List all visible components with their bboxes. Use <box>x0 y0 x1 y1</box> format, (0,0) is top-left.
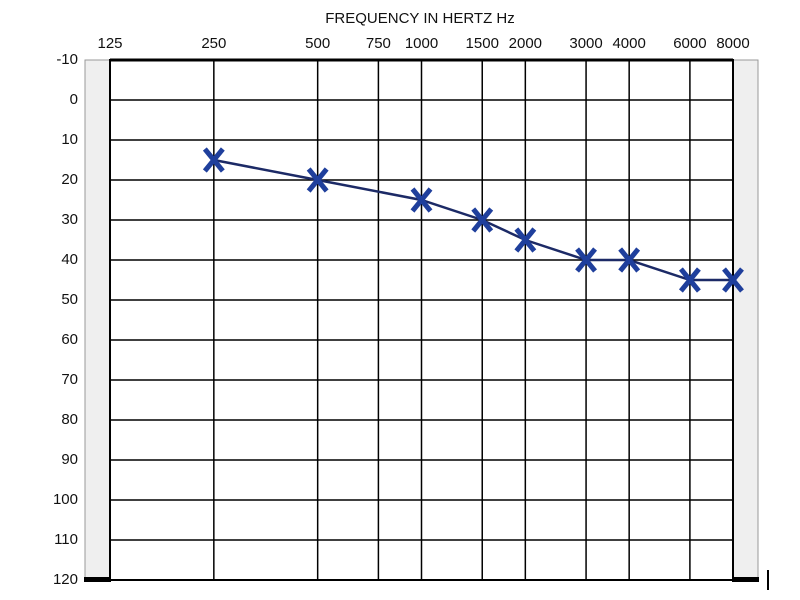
x-tick-label: 4000 <box>612 35 645 52</box>
y-tick-label: 50 <box>61 291 78 308</box>
y-tick-label: 60 <box>61 331 78 348</box>
data-marker <box>618 247 641 273</box>
data-marker <box>306 167 329 193</box>
y-tick-label: 80 <box>61 411 78 428</box>
left-band <box>84 59 111 581</box>
x-tick-label: 125 <box>97 35 122 52</box>
data-marker <box>722 267 744 293</box>
plot-border <box>109 59 734 581</box>
data-marker <box>514 227 537 253</box>
x-tick-label: 500 <box>305 35 330 52</box>
data-marker <box>678 267 701 293</box>
x-axis-label: FREQUENCY IN HERTZ Hz <box>325 10 514 27</box>
x-tick-label: 1000 <box>405 35 438 52</box>
x-tick-label: 750 <box>366 35 391 52</box>
data-marker <box>471 207 494 233</box>
x-tick-label: 6000 <box>673 35 706 52</box>
y-tick-label: 110 <box>54 531 78 548</box>
x-tick-label: 2000 <box>509 35 542 52</box>
data-marker <box>575 247 598 273</box>
corner-bar <box>732 577 759 582</box>
data-marker <box>202 147 225 173</box>
y-tick-label: 10 <box>61 131 78 148</box>
x-tick-label: 8000 <box>716 35 749 52</box>
x-tick-label: 1500 <box>466 35 499 52</box>
y-tick-label: -10 <box>56 51 78 68</box>
data-marker <box>410 187 433 213</box>
x-tick-label: 3000 <box>569 35 602 52</box>
corner-bar <box>84 577 111 582</box>
x-tick-label: 250 <box>201 35 226 52</box>
y-tick-label: 40 <box>61 251 78 268</box>
right-band <box>732 59 759 581</box>
y-tick-label: 120 <box>53 571 78 588</box>
y-tick-label: 20 <box>61 171 78 188</box>
y-tick-label: 30 <box>61 211 78 228</box>
y-tick-label: 90 <box>61 451 78 468</box>
y-tick-label: 70 <box>61 371 78 388</box>
y-tick-label: 0 <box>70 91 78 108</box>
y-tick-label: 100 <box>53 491 78 508</box>
